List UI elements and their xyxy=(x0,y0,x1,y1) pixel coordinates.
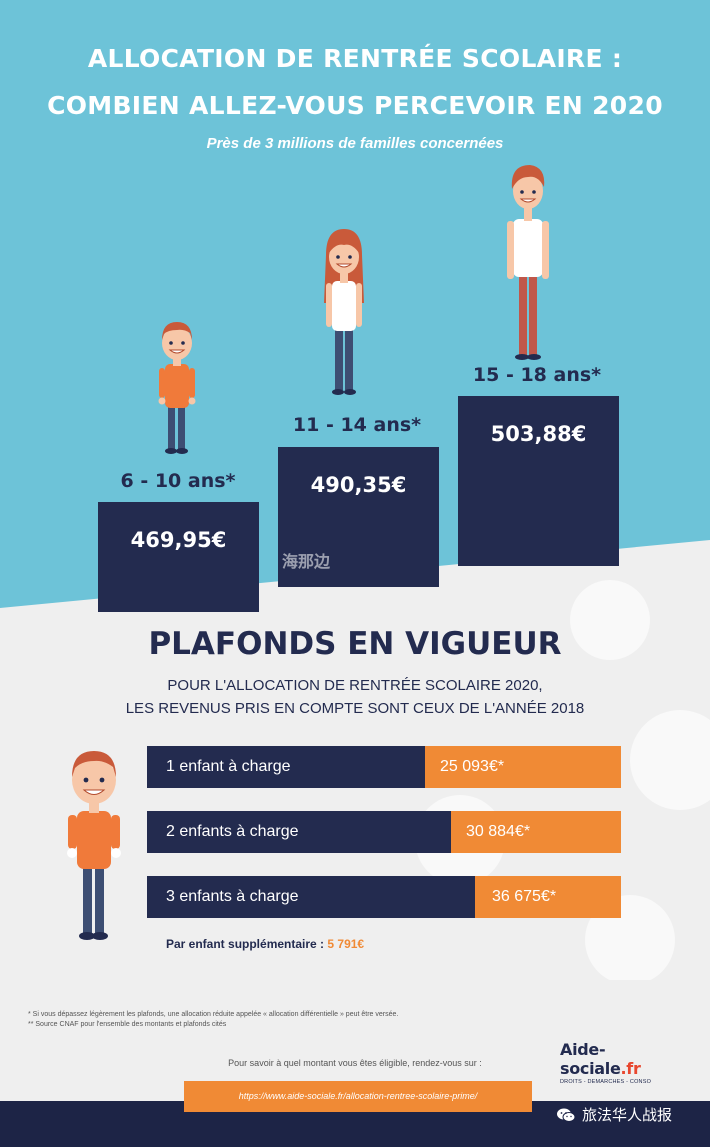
plafond-row-label: 1 enfant à charge xyxy=(147,746,425,788)
footnote: ** Source CNAF pour l'ensemble des monta… xyxy=(28,1021,227,1028)
allocation-amount: 469,95€ xyxy=(130,528,227,552)
plafond-row-value: 30 884€* xyxy=(466,823,531,840)
plafond-row: 1 enfant à charge 25 093€* xyxy=(147,746,621,788)
teen-boy-illustration xyxy=(507,165,549,360)
plafond-row-value: 36 675€* xyxy=(492,888,557,905)
wechat-account-name: 旅法华人战报 xyxy=(582,1107,673,1124)
aide-sociale-logo: Aide-sociale.fr DROITS - DEMARCHES - CON… xyxy=(560,1040,680,1085)
plafond-row: 3 enfants à charge 36 675€* xyxy=(147,876,621,918)
wechat-icon xyxy=(557,1108,576,1122)
child-boy-large-illustration xyxy=(67,751,121,940)
footnote: * Si vous dépassez légèrement les plafon… xyxy=(28,1011,399,1018)
plafond-row-label: 3 enfants à charge xyxy=(147,876,475,918)
extra-child-label: Par enfant supplémentaire : xyxy=(166,937,325,951)
extra-child-value: 5 791€ xyxy=(327,937,365,951)
podium-block: 469,95€ xyxy=(98,502,259,612)
plafond-row-value: 25 093€* xyxy=(440,758,505,775)
plafonds-subtitle-line-2: LES REVENUS PRIS EN COMPTE SONT CEUX DE … xyxy=(125,700,585,717)
logo-suffix: .fr xyxy=(620,1059,641,1078)
child-boy-small-illustration xyxy=(158,322,196,454)
child-girl-illustration xyxy=(324,229,364,395)
subtitle: Près de 3 millions de familles concernée… xyxy=(206,135,504,152)
age-group-label: 11 - 14 ans* xyxy=(292,414,422,436)
logo-tagline: DROITS - DEMARCHES - CONSO xyxy=(560,1079,652,1085)
plafond-row: 2 enfants à charge 30 884€* xyxy=(147,811,621,853)
website-url-link[interactable]: https://www.aide-sociale.fr/allocation-r… xyxy=(184,1081,532,1112)
plafonds-subtitle-line-1: POUR L'ALLOCATION DE RENTRÉE SCOLAIRE 20… xyxy=(167,677,543,694)
logo-name: Aide-sociale xyxy=(560,1040,621,1078)
watermark: 海那边 xyxy=(282,554,331,571)
extra-child-note: Par enfant supplémentaire : 5 791€ xyxy=(166,937,364,951)
title-line-2: COMBIEN ALLEZ-VOUS PERCEVOIR EN 2020 xyxy=(47,91,663,120)
allocation-amount: 503,88€ xyxy=(490,422,587,446)
podium-block: 503,88€ xyxy=(458,396,619,566)
title-line-1: ALLOCATION DE RENTRÉE SCOLAIRE : xyxy=(87,44,623,73)
cta-text: Pour savoir à quel montant vous êtes éli… xyxy=(228,1058,482,1068)
wechat-account: 旅法华人战报 xyxy=(556,1104,672,1125)
age-group-label: 15 - 18 ans* xyxy=(472,364,602,386)
allocation-amount: 490,35€ xyxy=(310,473,407,497)
plafond-row-label: 2 enfants à charge xyxy=(147,811,451,853)
podium-block: 490,35€ xyxy=(278,447,439,587)
age-group-label: 6 - 10 ans* xyxy=(120,470,236,492)
plafonds-title: PLAFONDS EN VIGUEUR xyxy=(148,626,562,662)
